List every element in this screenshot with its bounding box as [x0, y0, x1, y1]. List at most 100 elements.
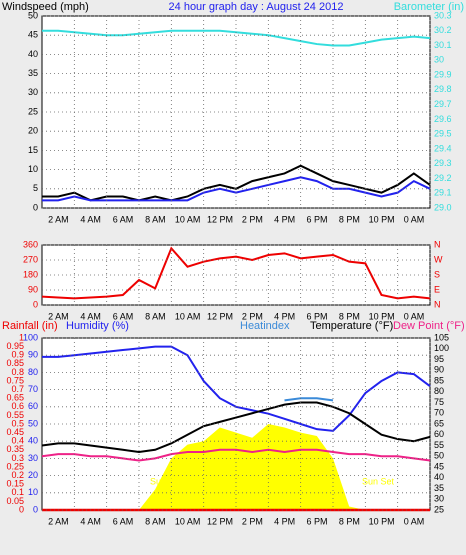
x-tick-label: 4 AM	[80, 214, 101, 224]
x-tick-label: 8 PM	[339, 311, 360, 321]
x-tick-label: 8 PM	[339, 516, 360, 526]
y-tick-label: 80	[434, 386, 444, 396]
x-tick-label: 4 PM	[274, 214, 295, 224]
y-tick-label: 29.6	[434, 114, 452, 124]
y-tick-label: 30	[28, 453, 38, 463]
x-tick-label: 2 AM	[48, 311, 69, 321]
y-tick-label: N	[434, 239, 441, 249]
y-tick-label: 50	[28, 10, 38, 20]
barometer-label: Barometer (in)	[394, 1, 464, 13]
y-tick-label: 0.95	[6, 341, 24, 351]
y-tick-label: 29.3	[434, 158, 452, 168]
legend-label: Dew Point (°F)	[393, 320, 465, 332]
x-tick-label: 8 AM	[145, 516, 166, 526]
y-tick-label: 40	[434, 472, 444, 482]
y-tick-label: 0.75	[6, 375, 24, 385]
y-tick-label: 40	[28, 49, 38, 59]
x-tick-label: 10 AM	[175, 311, 201, 321]
series-line	[41, 401, 431, 453]
y-tick-label: 30.1	[434, 40, 452, 50]
y-tick-label: 0.7	[11, 384, 24, 394]
y-tick-label: 29.4	[434, 143, 452, 153]
x-tick-label: 2 AM	[48, 214, 69, 224]
y-tick-label: 30.2	[434, 25, 452, 35]
y-tick-label: 50	[28, 418, 38, 428]
y-tick-label: 35	[28, 68, 38, 78]
y-tick-label: 180	[23, 269, 38, 279]
y-tick-label: 30	[434, 494, 444, 504]
x-tick-label: 2 PM	[242, 516, 263, 526]
y-tick-label: 270	[23, 254, 38, 264]
x-tick-label: 0 AM	[404, 311, 425, 321]
y-tick-label: 90	[434, 365, 444, 375]
y-tick-label: 0.8	[11, 367, 24, 377]
legend-label: Temperature (°F)	[310, 320, 393, 332]
x-tick-label: 0 AM	[404, 516, 425, 526]
legend-label: Rainfall (in)	[2, 320, 58, 332]
x-tick-label: 8 AM	[145, 311, 166, 321]
y-tick-label: 0.4	[11, 436, 24, 446]
y-tick-label: 0.25	[6, 461, 24, 471]
y-tick-label: 30	[434, 55, 444, 65]
y-tick-label: 100	[434, 343, 449, 353]
y-tick-label: 105	[434, 332, 449, 342]
y-tick-label: N	[434, 299, 441, 309]
x-tick-label: 10 PM	[369, 214, 395, 224]
legend-label: Humidity (%)	[66, 320, 129, 332]
x-tick-label: 10 AM	[175, 214, 201, 224]
y-tick-label: 5	[33, 183, 38, 193]
x-tick-label: 12 PM	[207, 311, 233, 321]
windspeed-label: Windspeed (mph)	[2, 1, 89, 13]
y-tick-label: 0.45	[6, 427, 24, 437]
y-tick-label: 0.1	[11, 487, 24, 497]
y-tick-label: 0.9	[11, 350, 24, 360]
y-tick-label: 35	[434, 483, 444, 493]
x-tick-label: 0 AM	[404, 214, 425, 224]
y-tick-label: 29.7	[434, 99, 452, 109]
x-tick-label: 4 AM	[80, 311, 101, 321]
y-tick-label: 10	[28, 164, 38, 174]
x-tick-label: 12 PM	[207, 516, 233, 526]
y-tick-label: 0	[19, 504, 24, 514]
y-tick-label: 70	[28, 384, 38, 394]
y-tick-label: 25	[28, 106, 38, 116]
y-tick-label: 0	[33, 299, 38, 309]
x-tick-label: 4 AM	[80, 516, 101, 526]
y-tick-label: 0.2	[11, 470, 24, 480]
y-tick-label: 0.85	[6, 358, 24, 368]
y-tick-label: 40	[28, 436, 38, 446]
y-tick-label: 15	[28, 145, 38, 155]
x-tick-label: 10 AM	[175, 516, 201, 526]
y-tick-label: 80	[28, 367, 38, 377]
x-tick-label: 6 PM	[306, 516, 327, 526]
y-tick-label: 29.0	[434, 202, 452, 212]
x-tick-label: 10 PM	[369, 516, 395, 526]
y-tick-label: 30	[28, 87, 38, 97]
y-tick-label: 65	[434, 418, 444, 428]
y-tick-label: 20	[28, 470, 38, 480]
x-tick-label: 12 PM	[207, 214, 233, 224]
y-tick-label: 0.15	[6, 479, 24, 489]
y-tick-label: 0.65	[6, 393, 24, 403]
y-tick-label: 60	[28, 401, 38, 411]
x-tick-label: 6 AM	[113, 214, 134, 224]
y-tick-label: 29.1	[434, 188, 452, 198]
y-tick-label: 100	[23, 332, 38, 342]
y-tick-label: 0.35	[6, 444, 24, 454]
y-tick-label: 50	[434, 451, 444, 461]
y-tick-label: 29.2	[434, 173, 452, 183]
x-tick-label: 6 AM	[113, 311, 134, 321]
y-tick-label: 70	[434, 408, 444, 418]
x-tick-label: 2 AM	[48, 516, 69, 526]
y-tick-label: 30.3	[434, 10, 452, 20]
y-tick-label: 0.3	[11, 453, 24, 463]
y-tick-label: 25	[434, 504, 444, 514]
y-tick-label: 0	[33, 202, 38, 212]
x-tick-label: 4 PM	[274, 311, 295, 321]
y-tick-label: 29.5	[434, 129, 452, 139]
series-layer	[41, 246, 431, 300]
legend-label: Heatindex	[240, 320, 290, 332]
y-tick-label: S	[434, 269, 440, 279]
y-tick-label: 95	[434, 354, 444, 364]
